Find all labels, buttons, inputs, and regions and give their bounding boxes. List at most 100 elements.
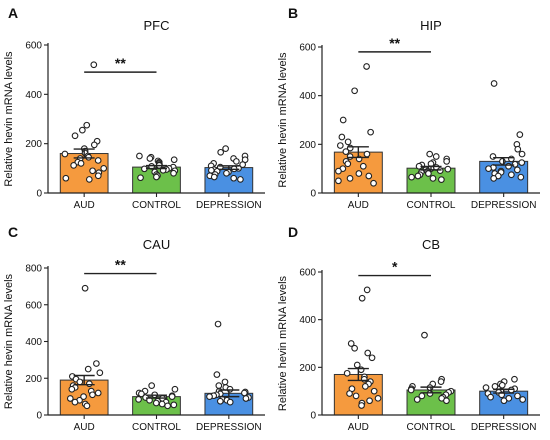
data-point: [499, 158, 506, 165]
y-axis-label: Relative hevin mRNA levels: [3, 51, 15, 187]
data-point: [241, 389, 248, 397]
y-tick-label: 600: [25, 41, 42, 52]
data-point: [361, 383, 369, 390]
data-point: [432, 153, 440, 160]
data-point: [335, 167, 342, 175]
data-point: [519, 396, 527, 403]
x-tick-label: AUD: [74, 422, 95, 433]
data-point: [71, 132, 79, 140]
data-point: [358, 294, 366, 302]
data-point: [217, 148, 225, 156]
data-point: [223, 169, 230, 177]
data-point: [338, 133, 346, 141]
data-point: [365, 172, 373, 180]
data-point: [68, 385, 76, 393]
data-point: [370, 179, 377, 187]
y-tick-label: 400: [25, 337, 42, 348]
data-point: [170, 169, 177, 177]
data-point: [336, 142, 344, 149]
data-point: [93, 360, 100, 367]
data-point: [518, 159, 526, 166]
x-tick-label: AUD: [348, 200, 369, 211]
data-point: [514, 392, 521, 400]
panel-letter: C: [8, 224, 18, 240]
y-tick-label: 0: [310, 411, 316, 422]
data-point: [148, 382, 156, 389]
data-point: [347, 340, 355, 347]
data-point: [344, 160, 352, 168]
data-point: [237, 176, 244, 183]
panel-title: CAU: [143, 237, 170, 252]
data-point: [364, 349, 372, 357]
data-point: [366, 397, 373, 405]
y-axis-label: Relative hevin mRNA levels: [277, 275, 289, 411]
data-point: [517, 173, 525, 181]
data-point: [511, 375, 518, 383]
data-point: [146, 155, 154, 162]
y-tick-label: 0: [36, 189, 42, 200]
data-point: [425, 170, 432, 177]
data-point: [136, 152, 143, 160]
y-tick-label: 400: [299, 91, 316, 102]
data-point: [233, 158, 240, 165]
data-point: [168, 393, 176, 400]
data-point: [490, 80, 498, 87]
data-point: [508, 155, 515, 163]
data-point: [152, 399, 160, 407]
significance-label: *: [392, 259, 398, 275]
data-point: [363, 150, 371, 158]
data-point: [353, 361, 361, 369]
data-point: [66, 395, 74, 402]
x-tick-label: CONTROL: [132, 200, 181, 211]
panel-letter: A: [8, 5, 18, 21]
data-point: [335, 177, 342, 185]
panel-letter: D: [288, 224, 298, 240]
y-tick-label: 200: [25, 374, 42, 385]
y-tick-label: 400: [299, 315, 316, 326]
data-point: [490, 175, 498, 182]
data-point: [489, 153, 497, 160]
panel-d: D CB Relative hevin mRNA levels 0 200 400 600 A…: [277, 224, 540, 433]
data-point: [518, 150, 526, 158]
panel-title: CB: [422, 237, 440, 252]
data-point: [89, 391, 96, 399]
data-point: [339, 116, 347, 124]
y-tick-label: 0: [36, 411, 42, 422]
data-point: [485, 165, 492, 173]
data-point: [230, 174, 238, 182]
x-tick-label: DEPRESSION: [471, 200, 537, 211]
data-point: [374, 394, 382, 402]
data-point: [216, 397, 224, 405]
data-point: [516, 131, 524, 138]
data-point: [85, 380, 93, 388]
data-point: [487, 393, 494, 401]
data-point: [351, 344, 358, 352]
data-point: [500, 397, 508, 405]
data-point: [508, 171, 515, 179]
data-point: [363, 286, 371, 294]
data-point: [170, 401, 178, 409]
x-tick-label: DEPRESSION: [196, 422, 262, 433]
y-tick-label: 200: [299, 140, 316, 151]
data-point: [76, 378, 84, 386]
panel-title: HIP: [420, 18, 442, 33]
data-point: [158, 400, 166, 408]
x-tick-label: AUD: [348, 422, 369, 433]
data-point: [426, 150, 434, 158]
data-point: [505, 162, 512, 170]
data-point: [164, 402, 171, 410]
data-point: [413, 396, 421, 403]
data-point: [215, 382, 223, 389]
data-point: [85, 153, 92, 161]
data-point: [359, 162, 367, 170]
data-point: [94, 172, 102, 180]
data-point: [70, 162, 78, 169]
data-point: [482, 384, 490, 391]
data-point: [358, 402, 365, 409]
data-point: [352, 392, 360, 400]
data-point: [429, 175, 437, 182]
y-tick-label: 800: [25, 264, 42, 275]
data-point: [79, 126, 86, 134]
data-point: [210, 173, 218, 181]
data-point: [85, 176, 93, 183]
